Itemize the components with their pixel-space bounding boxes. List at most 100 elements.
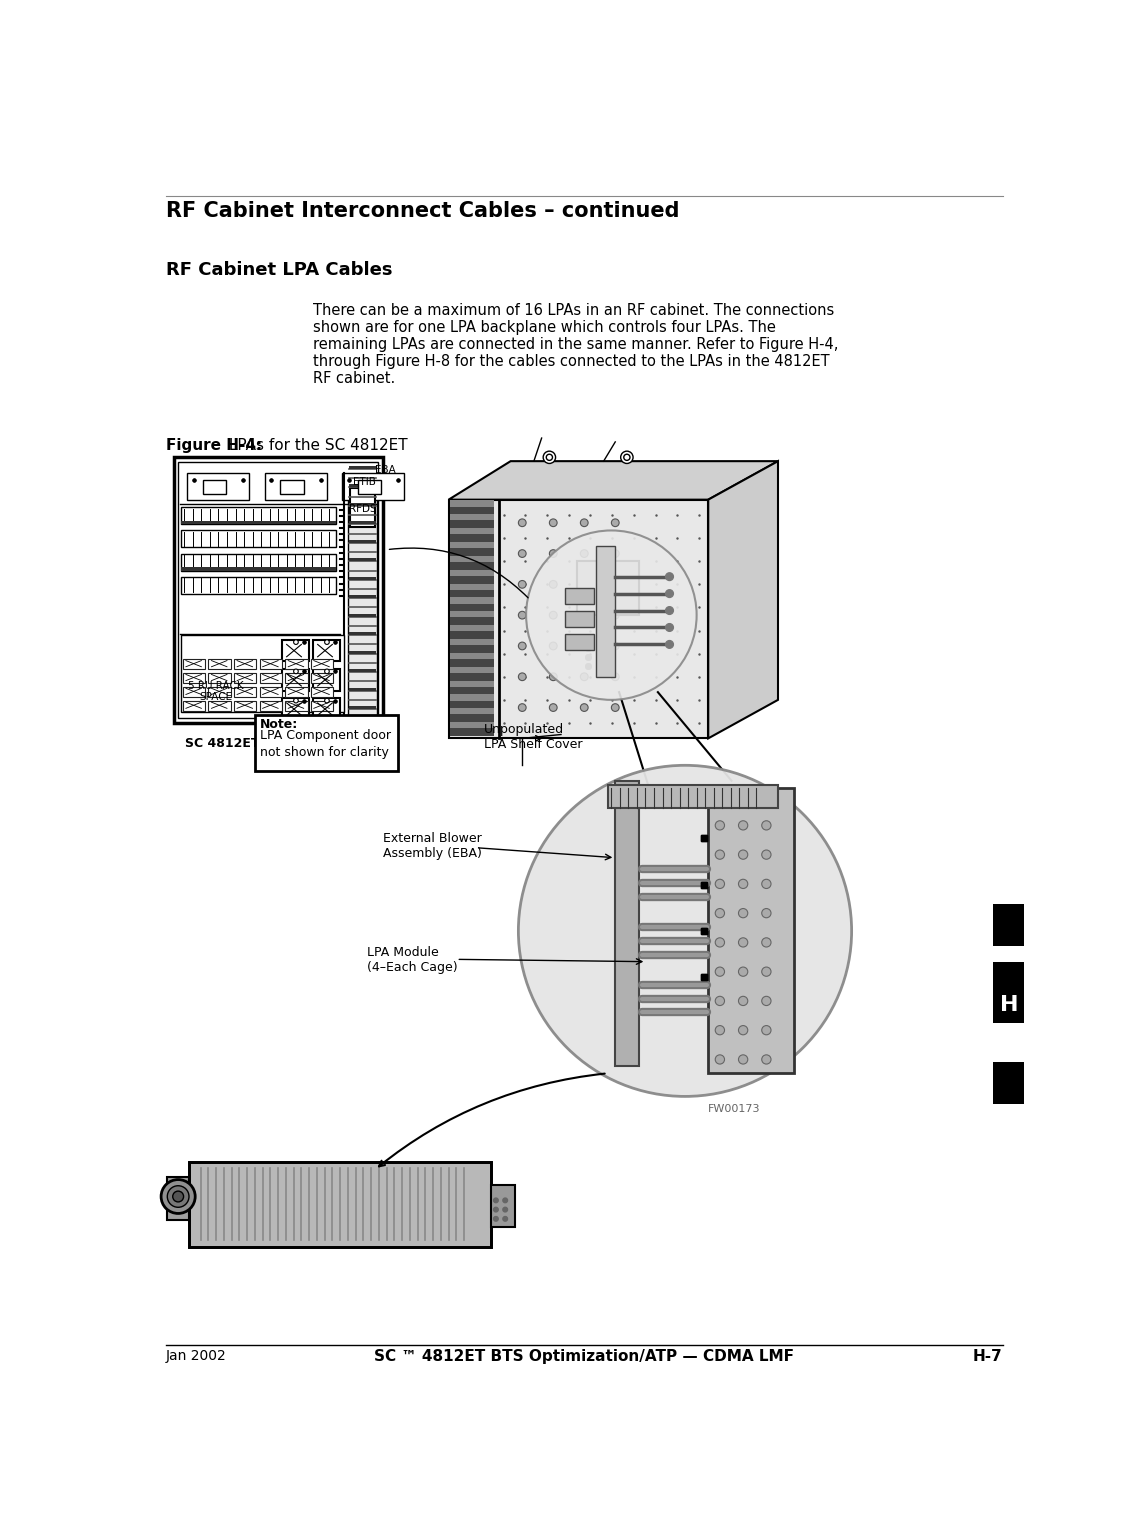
Bar	[255, 716, 398, 771]
Circle shape	[666, 573, 674, 581]
Bar	[450, 722, 494, 728]
Circle shape	[762, 967, 771, 977]
Bar	[708, 788, 793, 1073]
Bar	[450, 543, 494, 549]
Circle shape	[161, 1179, 195, 1214]
Bar	[350, 466, 376, 469]
Bar	[450, 687, 494, 694]
Bar	[450, 694, 494, 701]
Bar	[189, 1162, 491, 1246]
Circle shape	[294, 699, 299, 704]
Circle shape	[549, 704, 557, 711]
Bar	[348, 474, 377, 717]
Text: Figure H-4:: Figure H-4:	[165, 438, 262, 454]
Bar	[350, 558, 376, 561]
Circle shape	[549, 612, 557, 619]
Bar	[182, 687, 205, 698]
Bar	[260, 673, 282, 682]
Bar	[209, 701, 230, 711]
Circle shape	[494, 1199, 498, 1203]
Text: RF Cabinet LPA Cables: RF Cabinet LPA Cables	[165, 261, 392, 279]
Bar	[608, 785, 777, 808]
Circle shape	[666, 641, 674, 648]
Circle shape	[580, 612, 588, 619]
Bar	[577, 561, 638, 615]
Bar	[285, 673, 308, 682]
Text: There can be a maximum of 16 LPAs in an RF cabinet. The connections: There can be a maximum of 16 LPAs in an …	[314, 304, 834, 319]
Bar	[450, 639, 494, 645]
Text: LPA Module
(4–Each Cage): LPA Module (4–Each Cage)	[367, 946, 458, 975]
Circle shape	[739, 967, 748, 977]
Text: ETIB: ETIB	[353, 477, 376, 486]
Circle shape	[503, 1199, 507, 1203]
Bar	[182, 673, 205, 682]
Circle shape	[543, 451, 555, 463]
Bar	[450, 535, 494, 543]
Bar	[350, 540, 376, 543]
Bar	[450, 667, 494, 673]
Circle shape	[739, 938, 748, 947]
Text: Jan 2002: Jan 2002	[165, 1349, 227, 1363]
Bar	[450, 653, 494, 659]
Text: LPAs for the SC 4812ET: LPAs for the SC 4812ET	[223, 438, 407, 454]
Circle shape	[762, 820, 771, 829]
Bar	[181, 567, 336, 570]
Bar	[350, 595, 376, 598]
Circle shape	[519, 612, 527, 619]
Circle shape	[762, 791, 771, 800]
Bar	[314, 699, 340, 721]
Circle shape	[611, 704, 619, 711]
Circle shape	[580, 642, 588, 650]
Bar	[168, 1177, 189, 1220]
Bar	[350, 668, 376, 671]
Text: Unpopulated
LPA Shelf Cover: Unpopulated LPA Shelf Cover	[483, 724, 583, 751]
Bar	[358, 480, 381, 494]
Circle shape	[739, 820, 748, 829]
Text: EBA: EBA	[375, 464, 396, 475]
Bar	[450, 590, 494, 598]
Circle shape	[611, 581, 619, 589]
Circle shape	[666, 590, 674, 598]
Bar	[993, 1062, 1025, 1104]
Bar	[450, 529, 494, 535]
Bar	[181, 507, 336, 524]
Bar	[350, 613, 376, 616]
Circle shape	[715, 791, 725, 800]
Circle shape	[494, 1208, 498, 1213]
Circle shape	[666, 624, 674, 632]
Circle shape	[715, 820, 725, 829]
Polygon shape	[449, 500, 708, 739]
Bar	[209, 673, 230, 682]
Text: through Figure H-8 for the cables connected to the LPAs in the 4812ET: through Figure H-8 for the cables connec…	[314, 354, 830, 369]
Bar	[450, 576, 494, 584]
Bar	[260, 659, 282, 668]
Bar	[450, 632, 494, 639]
Bar	[209, 687, 230, 698]
Bar	[993, 904, 1025, 946]
Bar	[282, 668, 309, 691]
Bar	[350, 521, 376, 524]
Bar	[450, 563, 494, 570]
Bar	[450, 598, 494, 604]
Text: LPA Component door
not shown for clarity: LPA Component door not shown for clarity	[260, 730, 391, 759]
Circle shape	[549, 581, 557, 589]
Bar	[450, 728, 494, 736]
Text: SC ™ 4812ET BTS Optimization/ATP — CDMA LMF: SC ™ 4812ET BTS Optimization/ATP — CDMA …	[374, 1349, 795, 1364]
Circle shape	[580, 704, 588, 711]
Circle shape	[715, 938, 725, 947]
Bar	[350, 632, 376, 635]
Text: H: H	[1000, 995, 1018, 1015]
Bar	[260, 687, 282, 698]
Circle shape	[325, 699, 329, 704]
Bar	[181, 553, 336, 570]
Bar	[350, 576, 376, 579]
Bar	[491, 1185, 514, 1228]
Circle shape	[527, 530, 697, 701]
Circle shape	[762, 1026, 771, 1035]
Text: RF cabinet.: RF cabinet.	[314, 371, 396, 386]
Bar	[350, 707, 376, 710]
Bar	[450, 500, 494, 506]
Circle shape	[739, 791, 748, 800]
Bar	[450, 645, 494, 653]
Bar	[350, 650, 376, 653]
